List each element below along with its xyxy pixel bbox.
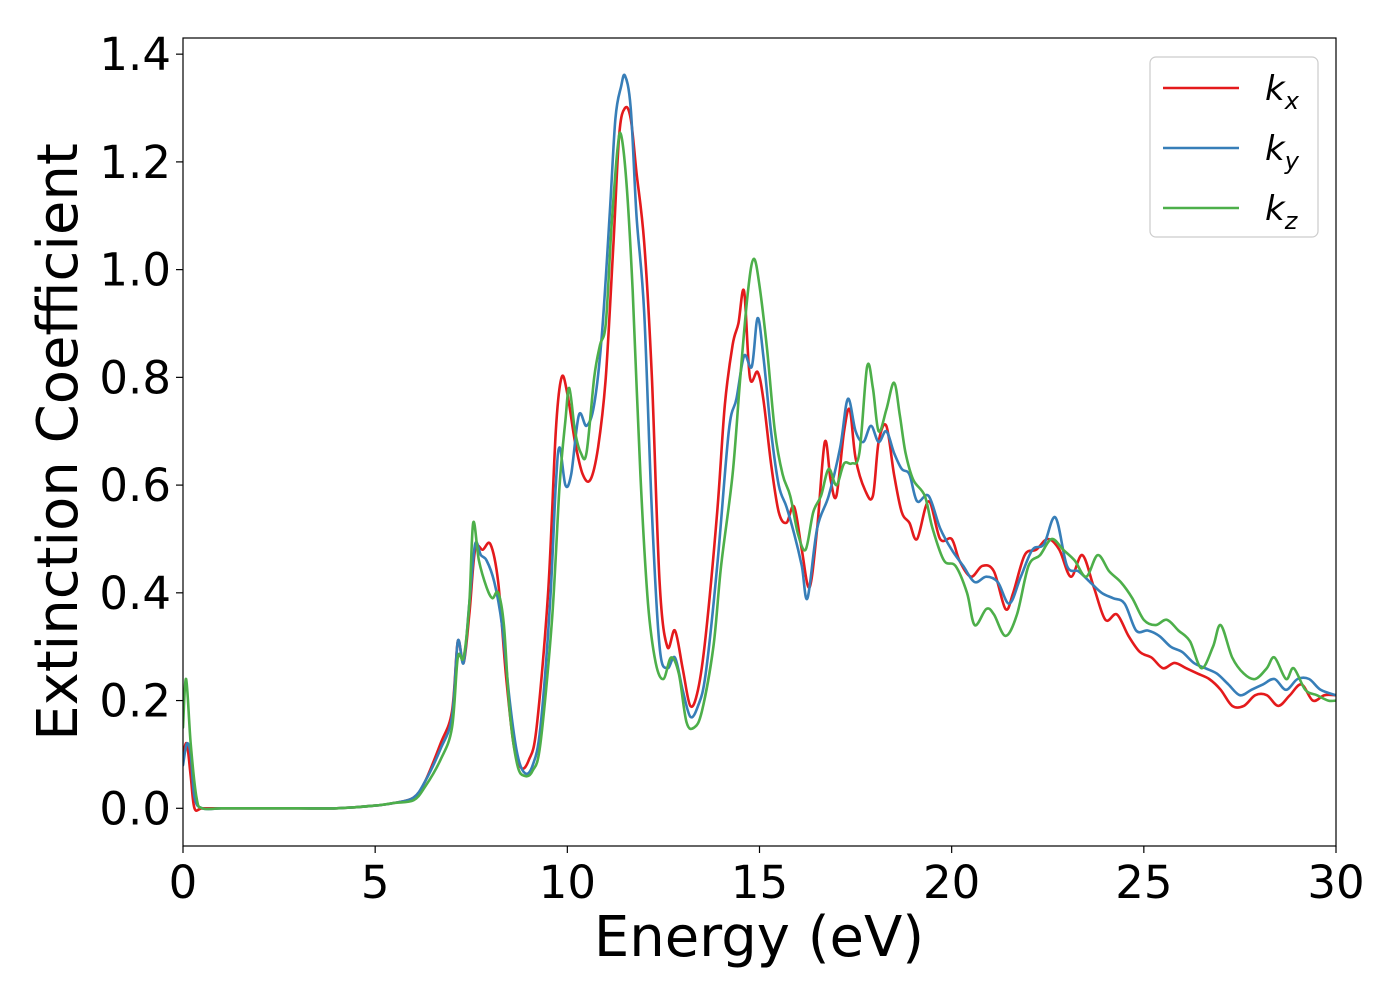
y-tick-label: 1.2 [99,136,171,189]
legend-label-z: kz [1265,189,1299,235]
y-tick-label: 0.8 [99,351,171,404]
x-tick-label: 0 [169,856,198,909]
series-line-x [183,105,1336,812]
legend: kx ky kz [1149,56,1319,238]
x-tick-label: 25 [1115,856,1172,909]
legend-label-y: ky [1265,129,1300,175]
x-axis: 0 5 10 15 20 25 30 [169,846,1365,909]
y-axis: 0.0 0.2 0.4 0.6 0.8 1.0 1.2 1.4 [99,28,183,835]
x-tick-label: 5 [361,856,390,909]
x-tick-label: 30 [1307,856,1364,909]
legend-label-x: kx [1265,69,1300,115]
y-tick-label: 0.4 [99,567,171,620]
x-axis-title: Energy (eV) [594,905,924,970]
y-tick-label: 0.2 [99,675,171,728]
y-tick-label: 1.4 [99,28,171,81]
y-tick-label: 0.6 [99,459,171,512]
x-tick-label: 20 [923,856,980,909]
y-tick-label: 0.0 [99,782,171,835]
series-layer [183,73,1336,812]
y-axis-title: Extinction Coefficient [26,143,91,741]
series-line-z [183,131,1336,811]
y-tick-label: 1.0 [99,244,171,297]
x-tick-label: 10 [539,856,596,909]
x-tick-label: 15 [731,856,788,909]
